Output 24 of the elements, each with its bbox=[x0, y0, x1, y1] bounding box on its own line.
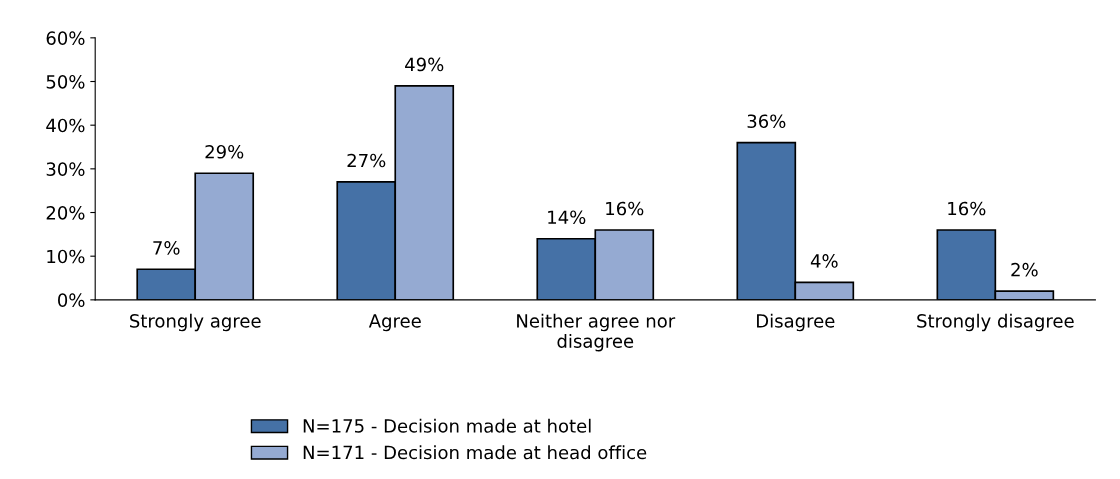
y-tick-label: 20% bbox=[46, 205, 85, 220]
y-tick-label: 50% bbox=[46, 74, 85, 89]
legend-label: N=171 - Decision made at head office bbox=[303, 445, 647, 460]
x-tick-label: Agree bbox=[368, 314, 421, 332]
x-tick-label: Strongly agree bbox=[130, 313, 261, 332]
y-tick-label: 0% bbox=[58, 293, 85, 307]
y-tick-label: 10% bbox=[47, 249, 85, 264]
x-tick-label: Neither agree nor disagree bbox=[517, 313, 676, 352]
data-label: 2% bbox=[1011, 262, 1038, 277]
data-label: 7% bbox=[153, 241, 180, 255]
y-tick-label: 40% bbox=[46, 118, 85, 133]
y-tick-label: 60% bbox=[46, 31, 85, 45]
y-tick-label: 30% bbox=[46, 162, 85, 176]
data-label: 16% bbox=[606, 201, 644, 216]
data-label: 4% bbox=[810, 254, 838, 268]
data-label: 29% bbox=[205, 144, 244, 159]
x-tick-label: Disagree bbox=[757, 313, 835, 332]
data-label: 16% bbox=[948, 201, 986, 216]
x-tick-label: Strongly disagree bbox=[917, 313, 1074, 332]
data-label: 49% bbox=[405, 57, 444, 72]
data-label: 27% bbox=[347, 153, 386, 168]
data-label: 14% bbox=[548, 210, 586, 225]
legend-label: N=175 - Decision made at hotel bbox=[303, 418, 591, 433]
data-label: 36% bbox=[747, 114, 786, 129]
